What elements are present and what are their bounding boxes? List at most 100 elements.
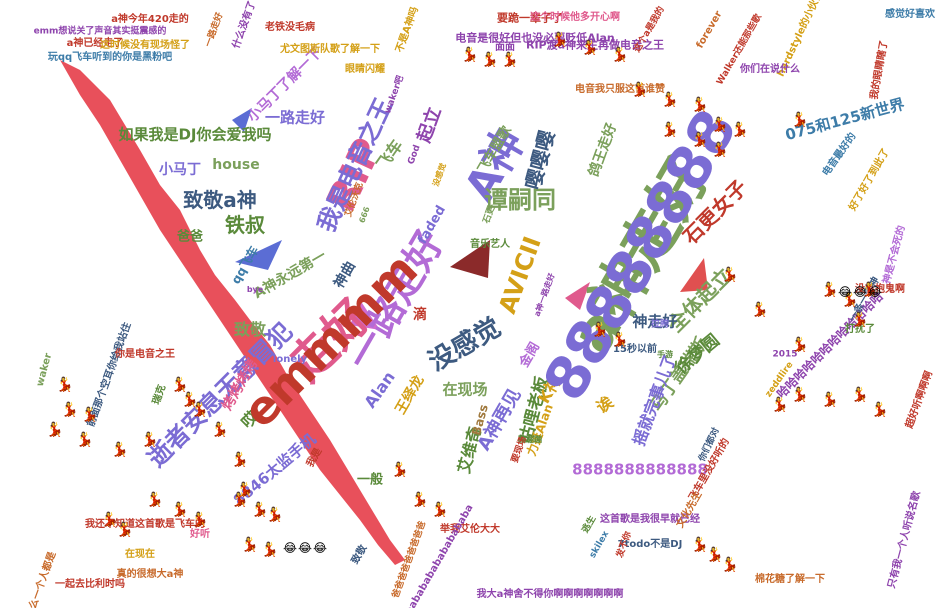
cloud-word: 要跪一辈子了 [497,11,563,25]
dancer-emoji-icon: 💃 [481,52,499,68]
dancer-emoji-icon: 💃 [146,492,164,508]
cloud-word: 一路走好 [264,108,326,127]
dancer-emoji-icon: 💃 [141,432,159,448]
cloud-word: 拉胯 [650,319,670,330]
dancer-emoji-icon: 💃 [236,482,254,498]
triangle-blue-small-shape [232,108,252,132]
dancer-emoji-icon: 💃 [211,422,229,438]
cloud-word: 蹦蹦蹦 [518,435,542,444]
dancer-emoji-icon: 💃 [76,432,94,448]
cloud-word: 老铁没毛病 [265,22,315,33]
dancer-emoji-icon: 💃 [711,117,729,133]
triangle-red-shape [680,258,708,292]
laugh-emoji-icon: 😂 [837,285,853,299]
triangle-darkred-shape [450,240,490,278]
cloud-word: 尤文图斯队歌了解一下 [280,44,380,55]
cloud-word: 我还不知道这首歌是飞车的 [85,519,205,530]
cloud-word: 这个时候他多开心啊 [530,12,620,23]
dancer-emoji-icon: 💃 [721,267,739,283]
dancer-emoji-icon: 💃 [261,542,279,558]
cloud-word: bye [246,285,264,294]
cloud-word: emm想说关了声音其实挺震感的 [33,26,167,37]
dancer-emoji-icon: 💃 [661,92,679,108]
cloud-word: 音乐艺人 [470,239,510,250]
dancer-emoji-icon: 💃 [821,392,839,408]
cloud-word: 你们在说什么 [740,64,800,75]
dancer-emoji-icon: 💃 [631,82,649,98]
cloud-word: 眼睛闪耀 [345,64,385,75]
dancer-emoji-icon: 💃 [241,537,259,553]
cloud-word: 一起去比利时吗 [55,579,125,590]
cloud-word: 打扰了 [845,324,875,335]
cloud-word: 2015 [772,349,798,360]
dancer-emoji-icon: 💃 [551,32,569,48]
cloud-word: 在现场 [442,380,488,399]
dancer-emoji-icon: 💃 [706,547,724,563]
dancer-emoji-icon: 💃 [721,557,739,573]
dancer-emoji-icon: 💃 [851,312,869,328]
dancer-emoji-icon: 💃 [581,40,599,56]
cloud-word: 这时候没有现场怪了 [100,40,190,51]
cloud-word: 好听 [190,529,210,540]
triangle-pink-shape [565,282,590,310]
dancer-emoji-icon: 💃 [691,97,709,113]
dancer-emoji-icon: 💃 [171,502,189,518]
cloud-word: a神已经走了 [66,38,124,49]
lightning-bolt-polygon [60,60,405,565]
laugh-emoji-icon: 😂 [852,285,868,299]
cloud-word: 谭嗣同 [484,186,556,214]
dancer-emoji-icon: 💃 [191,512,209,528]
dancer-emoji-icon: 💃 [791,337,809,353]
cloud-word: 一般 [356,472,384,488]
cloud-word: 如果我是DJ你会爱我吗 [118,125,272,144]
dancer-emoji-icon: 💃 [841,292,859,308]
dancer-emoji-icon: 💃 [231,452,249,468]
cloud-word: 电音是很好但也没必要贬低Alan [455,31,615,45]
dancer-emoji-icon: 💃 [871,402,889,418]
cloud-word: 没有抱鬼啊 [855,284,905,295]
dancer-emoji-icon: 💃 [691,537,709,553]
cloud-word: 爸爸 [176,229,204,245]
dancer-emoji-icon: 💃 [431,502,449,518]
cloud-word: 棉花糖了解一下 [755,574,825,585]
dancer-emoji-icon: 💃 [861,282,879,298]
cloud-word: 在现在 [125,549,155,560]
cloud-word: 滴 [413,307,427,323]
cloud-word: 神走好 [632,312,678,331]
dancer-emoji-icon: 💃 [611,47,629,63]
dancer-emoji-icon: 💃 [851,387,869,403]
dancer-emoji-icon: 💃 [821,282,839,298]
dancer-emoji-icon: 💃 [771,397,789,413]
cloud-word: house [212,157,260,173]
dancer-emoji-icon: 💃 [251,502,269,518]
dancer-emoji-icon: 💃 [661,122,679,138]
dancer-emoji-icon: 💃 [501,52,519,68]
dancer-emoji-icon: 💃 [101,512,119,528]
dancer-emoji-icon: 💃 [61,402,79,418]
dancer-emoji-icon: 💃 [171,377,189,393]
cloud-word: 玩qq飞车听到的你是黑粉吧 [47,52,173,63]
dancer-emoji-icon: 💃 [791,387,809,403]
dancer-emoji-icon: 💃 [181,392,199,408]
dancer-emoji-icon: 💃 [111,442,129,458]
dancer-emoji-icon: 💃 [391,462,409,478]
dancer-emoji-icon: 💃 [461,47,479,63]
triangle-blue-shape [235,240,282,270]
dancer-emoji-icon: 💃 [116,522,134,538]
cloud-word: 致敬a神 [183,188,257,212]
triangle-purple-shape [350,300,380,330]
cloud-word: 真的很想大a神 [116,569,184,580]
cloud-word: 我大a神舍不得你啊啊啊啊啊啊啊 [476,589,624,600]
laugh-emoji-icon: 😂 [282,541,298,555]
cloud-word: 你是电音之王 [115,349,175,360]
cloud-word: RIP渡a神来生再做电音之王 [525,38,665,52]
laugh-emoji-icon: 😂 [312,541,328,555]
cloud-word: 小马丁 [159,162,201,178]
cloud-word: lonely [272,354,308,365]
cloud-word: 15秒以前 [613,344,657,355]
cloud-word: 8888888888888 [572,460,708,479]
cloud-word: 面面 [495,42,515,53]
dancer-emoji-icon: 💃 [711,142,729,158]
